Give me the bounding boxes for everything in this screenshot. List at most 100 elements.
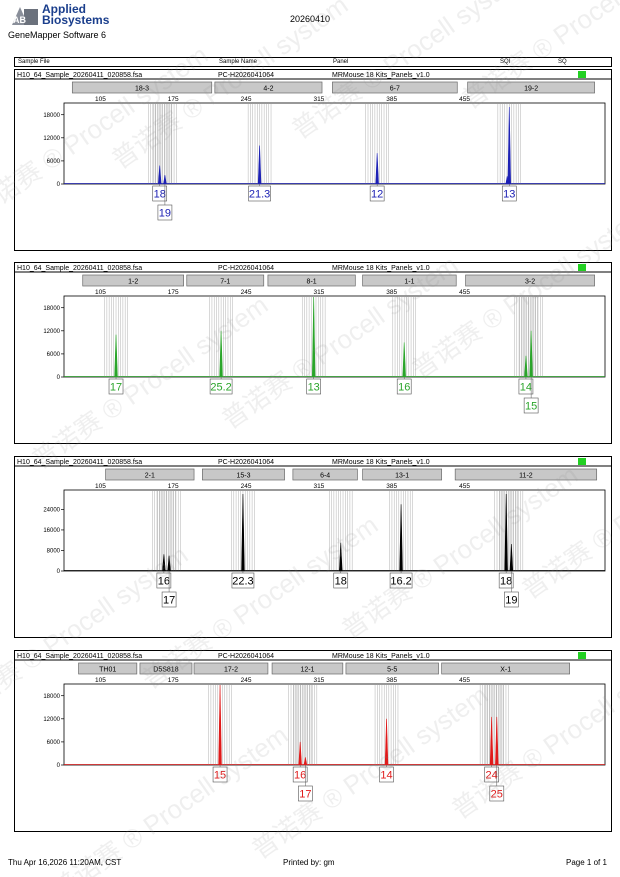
- sample-file-text: H10_64_Sample_20260411_020858.fsa: [17, 72, 142, 79]
- electropherogram-panel: H10_64_Sample_20260411_020858.fsa PC-H202…: [14, 262, 612, 444]
- y-tick-label: 24000: [43, 508, 60, 514]
- panel-name-text: MRMouse 18 Kits_Panels_v1.0: [332, 653, 430, 660]
- sizing-quality-indicator: [578, 652, 586, 659]
- marker-bar: [202, 468, 285, 481]
- x-tick-label: 245: [241, 289, 252, 296]
- logo-wordmark: Applied Biosystems: [42, 3, 110, 27]
- allele-call-label: 13: [503, 189, 515, 201]
- allele-call-box: [161, 591, 177, 608]
- x-tick-label: 315: [313, 483, 324, 490]
- x-tick-label: 385: [386, 483, 397, 490]
- allele-call-box: [379, 766, 394, 783]
- printed-by: Printed by: gm: [283, 858, 335, 867]
- marker-label: X-1: [500, 667, 511, 674]
- marker-label: 13-1: [395, 473, 409, 480]
- allele-call-box: [152, 185, 168, 202]
- x-tick-label: 105: [95, 96, 106, 103]
- marker-label: 18-3: [135, 86, 149, 93]
- marker-label: 1-2: [128, 279, 138, 286]
- x-tick-label: 385: [386, 96, 397, 103]
- allele-call-label: 17: [110, 382, 122, 394]
- allele-call-box: [389, 572, 413, 589]
- plot-area: [63, 683, 606, 766]
- x-tick-label: 455: [459, 483, 470, 490]
- allele-call-label: 12: [371, 189, 383, 201]
- marker-label: 12-1: [300, 667, 314, 674]
- panel-name-text: MRMouse 18 Kits_Panels_v1.0: [332, 72, 430, 79]
- marker-label: 17-2: [224, 667, 238, 674]
- allele-call-label: 19: [505, 595, 517, 607]
- marker-bar: [454, 468, 598, 481]
- x-tick-label: 315: [313, 289, 324, 296]
- marker-bar: [139, 662, 193, 675]
- x-tick-label: 385: [386, 677, 397, 684]
- software-name: GeneMapper Software 6: [8, 30, 107, 40]
- allele-call-label: 16.2: [390, 576, 411, 588]
- allele-call-label: 16: [294, 770, 306, 782]
- sample-name-text: PC-H2026041064: [218, 459, 274, 466]
- allele-call-label: 24: [485, 770, 497, 782]
- y-tick-label: 0: [57, 763, 61, 769]
- allele-call-label: 17: [163, 595, 175, 607]
- x-tick-label: 455: [459, 289, 470, 296]
- marker-bar: [193, 662, 269, 675]
- marker-bar: [362, 468, 443, 481]
- electropherogram-panel: H10_64_Sample_20260411_020858.fsa PC-H202…: [14, 650, 612, 832]
- marker-bar: [465, 274, 595, 287]
- electropherogram-panel: H10_64_Sample_20260411_020858.fsa PC-H202…: [14, 69, 612, 251]
- marker-label: 1-1: [404, 279, 414, 286]
- col-panel: Panel: [333, 59, 349, 65]
- marker-label: 8-1: [307, 279, 317, 286]
- marker-label: D5S818: [153, 667, 178, 674]
- panel-frame: [14, 262, 612, 444]
- allele-call-label: 13: [308, 382, 320, 394]
- panel-name-text: MRMouse 18 Kits_Panels_v1.0: [332, 459, 430, 466]
- y-tick-label: 12000: [43, 717, 60, 723]
- allele-call-label: 14: [380, 770, 392, 782]
- sizing-quality-indicator: [578, 458, 586, 465]
- allele-call-box: [292, 766, 308, 783]
- marker-bar: [214, 81, 323, 94]
- marker-bar: [362, 274, 457, 287]
- marker-bar: [467, 81, 595, 94]
- allele-call-box: [489, 785, 505, 802]
- allele-call-label: 18: [335, 576, 347, 588]
- panel-frame: [14, 456, 612, 638]
- applied-biosystems-logo: AB: [10, 5, 40, 27]
- sample-name-text: PC-H2026041064: [218, 72, 274, 79]
- sample-name-text: PC-H2026041064: [218, 653, 274, 660]
- marker-label: 6-4: [320, 473, 330, 480]
- logo-mark-text: AB: [13, 15, 26, 25]
- marker-bar: [332, 81, 458, 94]
- x-tick-label: 175: [168, 289, 179, 296]
- marker-bar: [267, 274, 356, 287]
- allele-call-label: 22.3: [232, 576, 253, 588]
- allele-call-box: [298, 785, 313, 802]
- sample-file-text: H10_64_Sample_20260411_020858.fsa: [17, 653, 142, 660]
- y-tick-label: 8000: [47, 549, 61, 555]
- allele-call-box: [498, 572, 514, 589]
- allele-call-label: 18: [500, 576, 512, 588]
- panel-frame: [14, 650, 612, 832]
- column-header-row: Sample File Sample Name Panel SQI SQ: [14, 57, 612, 67]
- y-tick-label: 6000: [47, 740, 61, 746]
- x-tick-label: 175: [168, 677, 179, 684]
- allele-call-box: [306, 378, 321, 395]
- sizing-quality-indicator: [578, 71, 586, 78]
- allele-call-label: 17: [299, 789, 311, 801]
- allele-call-box: [518, 378, 534, 395]
- allele-call-label: 25: [491, 789, 503, 801]
- marker-label: 5-5: [387, 667, 397, 674]
- marker-label: 4-2: [263, 86, 273, 93]
- allele-call-box: [231, 572, 255, 589]
- x-tick-label: 105: [95, 677, 106, 684]
- y-tick-label: 6000: [47, 352, 61, 358]
- logo-line-2: Biosystems: [42, 13, 110, 27]
- y-tick-label: 18000: [43, 694, 60, 700]
- x-tick-label: 385: [386, 289, 397, 296]
- x-tick-label: 175: [168, 96, 179, 103]
- y-tick-label: 0: [57, 375, 61, 381]
- allele-call-box: [396, 378, 412, 395]
- report-date: 20260410: [290, 14, 331, 24]
- sample-file-text: H10_64_Sample_20260411_020858.fsa: [17, 265, 142, 272]
